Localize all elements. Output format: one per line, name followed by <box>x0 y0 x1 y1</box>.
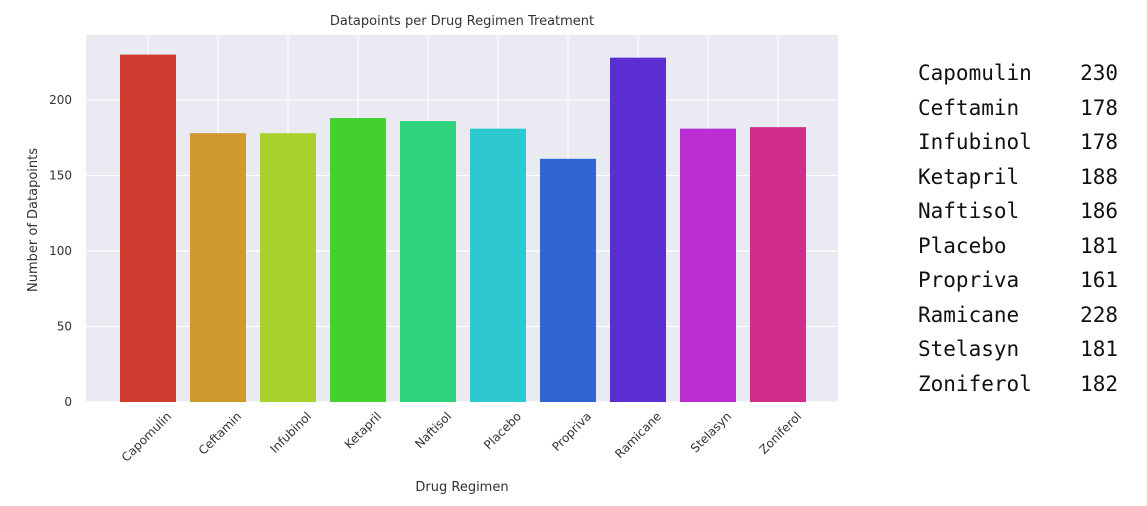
bar-chart: 0 50 100 150 200 Capomulin Ceftamin Infubinol K… <box>26 14 838 495</box>
summary-regimen-name: Ceftamin <box>918 95 1020 120</box>
summary-row: Infubinol 178 <box>918 125 1118 160</box>
bar-stelasyn <box>680 128 736 402</box>
y-tick-label: 0 <box>64 395 72 409</box>
summary-regimen-name: Ramicane <box>918 302 1020 327</box>
summary-regimen-count: 230 <box>1080 61 1118 85</box>
x-tick-label: Zoniferol <box>756 409 804 457</box>
x-tick-label: Ramicane <box>612 409 664 461</box>
summary-regimen-name: Ketapril <box>918 164 1020 189</box>
x-tick-label: Placebo <box>481 409 524 452</box>
x-tick-label: Infubinol <box>267 409 314 456</box>
y-tick-label: 50 <box>57 319 72 333</box>
x-tick-label: Ceftamin <box>196 409 244 457</box>
summary-regimen-name: Infubinol <box>918 130 1032 154</box>
summary-row: Ketapril 188 <box>918 160 1118 195</box>
summary-regimen-count: 181 <box>1080 337 1118 361</box>
bar-placebo <box>470 128 526 402</box>
y-axis-label: Number of Datapoints <box>26 148 41 292</box>
y-tick-label: 100 <box>49 244 72 258</box>
summary-row: Ramicane 228 <box>918 298 1118 333</box>
bar-ketapril <box>330 118 386 402</box>
bar-capomulin <box>120 54 176 403</box>
summary-regimen-count: 182 <box>1080 371 1118 396</box>
x-axis-ticks: Capomulin Ceftamin Infubinol Ketapril Naftis… <box>119 409 804 464</box>
summary-regimen-name: Zoniferol <box>918 371 1032 396</box>
y-tick-label: 150 <box>49 168 72 182</box>
x-tick-label: Propriva <box>549 409 594 454</box>
summary-regimen-name: Propriva <box>918 268 1020 292</box>
summary-row: Naftisol 186 <box>918 194 1118 229</box>
bar-zoniferol <box>750 127 806 403</box>
bar-propriva <box>540 158 596 402</box>
summary-row: Zoniferol 182 <box>918 367 1118 402</box>
x-tick-label: Capomulin <box>119 409 174 464</box>
summary-regimen-count: 178 <box>1080 95 1118 120</box>
summary-row: Placebo 181 <box>918 229 1118 264</box>
x-axis-label: Drug Regimen <box>415 480 508 495</box>
bar-infubinol <box>260 133 316 402</box>
y-axis-ticks: 0 50 100 150 200 <box>49 93 72 409</box>
regimen-count-summary: Capomulin 230 Ceftamin 178 Infubinol 178 Ketap… <box>918 56 1118 401</box>
bars <box>120 54 806 403</box>
summary-regimen-name: Placebo <box>918 233 1007 258</box>
bar-naftisol <box>400 121 456 402</box>
x-tick-label: Ketapril <box>342 409 384 451</box>
x-tick-label: Naftisol <box>412 409 454 451</box>
x-tick-label: Stelasyn <box>688 409 734 455</box>
summary-row: Ceftamin 178 <box>918 91 1118 126</box>
bar-ceftamin <box>190 133 246 402</box>
summary-regimen-name: Stelasyn <box>918 337 1020 361</box>
summary-regimen-name: Naftisol <box>918 199 1020 223</box>
summary-row: Propriva 161 <box>918 263 1118 298</box>
summary-regimen-count: 161 <box>1080 268 1118 292</box>
summary-regimen-count: 228 <box>1080 302 1118 327</box>
summary-regimen-count: 181 <box>1080 233 1118 258</box>
summary-regimen-count: 188 <box>1080 164 1118 189</box>
summary-row: Capomulin 230 <box>918 56 1118 91</box>
summary-regimen-count: 178 <box>1080 130 1118 154</box>
summary-row: Stelasyn 181 <box>918 332 1118 367</box>
y-tick-label: 200 <box>49 93 72 107</box>
summary-regimen-name: Capomulin <box>918 61 1032 85</box>
summary-regimen-count: 186 <box>1080 199 1118 223</box>
bar-ramicane <box>610 57 666 402</box>
chart-title: Datapoints per Drug Regimen Treatment <box>330 14 594 29</box>
